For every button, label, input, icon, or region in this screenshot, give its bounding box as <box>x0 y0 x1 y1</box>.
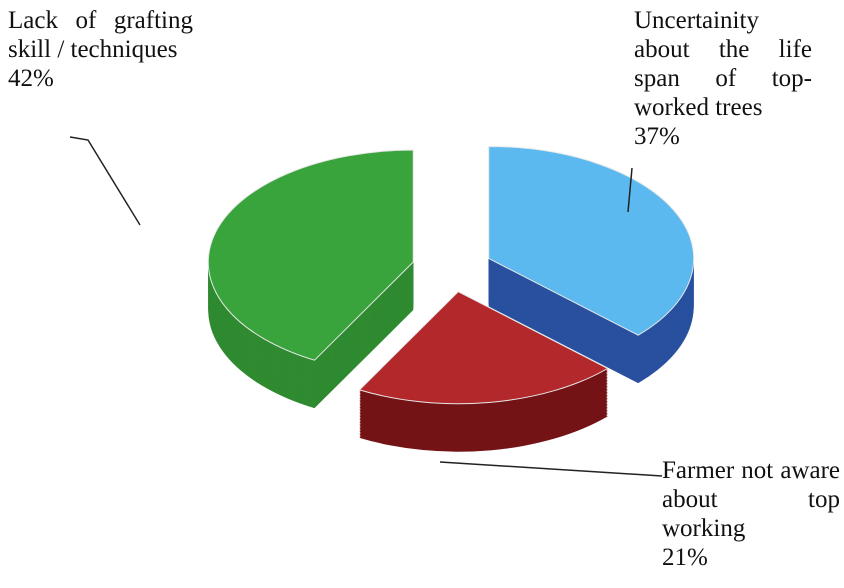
leader-line <box>439 461 663 477</box>
slice-label: Farmer not aware about top working 21% <box>662 456 840 572</box>
category-label: Uncertainity about the life span of top-… <box>634 7 812 121</box>
slice-top <box>207 149 414 361</box>
slice-label: Lack of grafting skill / techniques 42% <box>8 6 193 93</box>
slice <box>488 145 695 384</box>
category-label: Farmer not aware about top working <box>662 457 840 542</box>
slice <box>207 149 414 409</box>
slices <box>207 145 695 452</box>
value-label: 37% <box>634 123 680 150</box>
slice-top <box>358 291 609 405</box>
slice-label: Uncertainity about the life span of top-… <box>634 6 812 151</box>
slice-top <box>488 145 695 336</box>
leader-line <box>627 167 633 213</box>
slice <box>358 291 609 452</box>
category-label: Lack of grafting skill / techniques <box>8 7 193 63</box>
value-label: 21% <box>662 544 708 571</box>
value-label: 42% <box>8 65 54 92</box>
leader-line <box>69 136 141 226</box>
